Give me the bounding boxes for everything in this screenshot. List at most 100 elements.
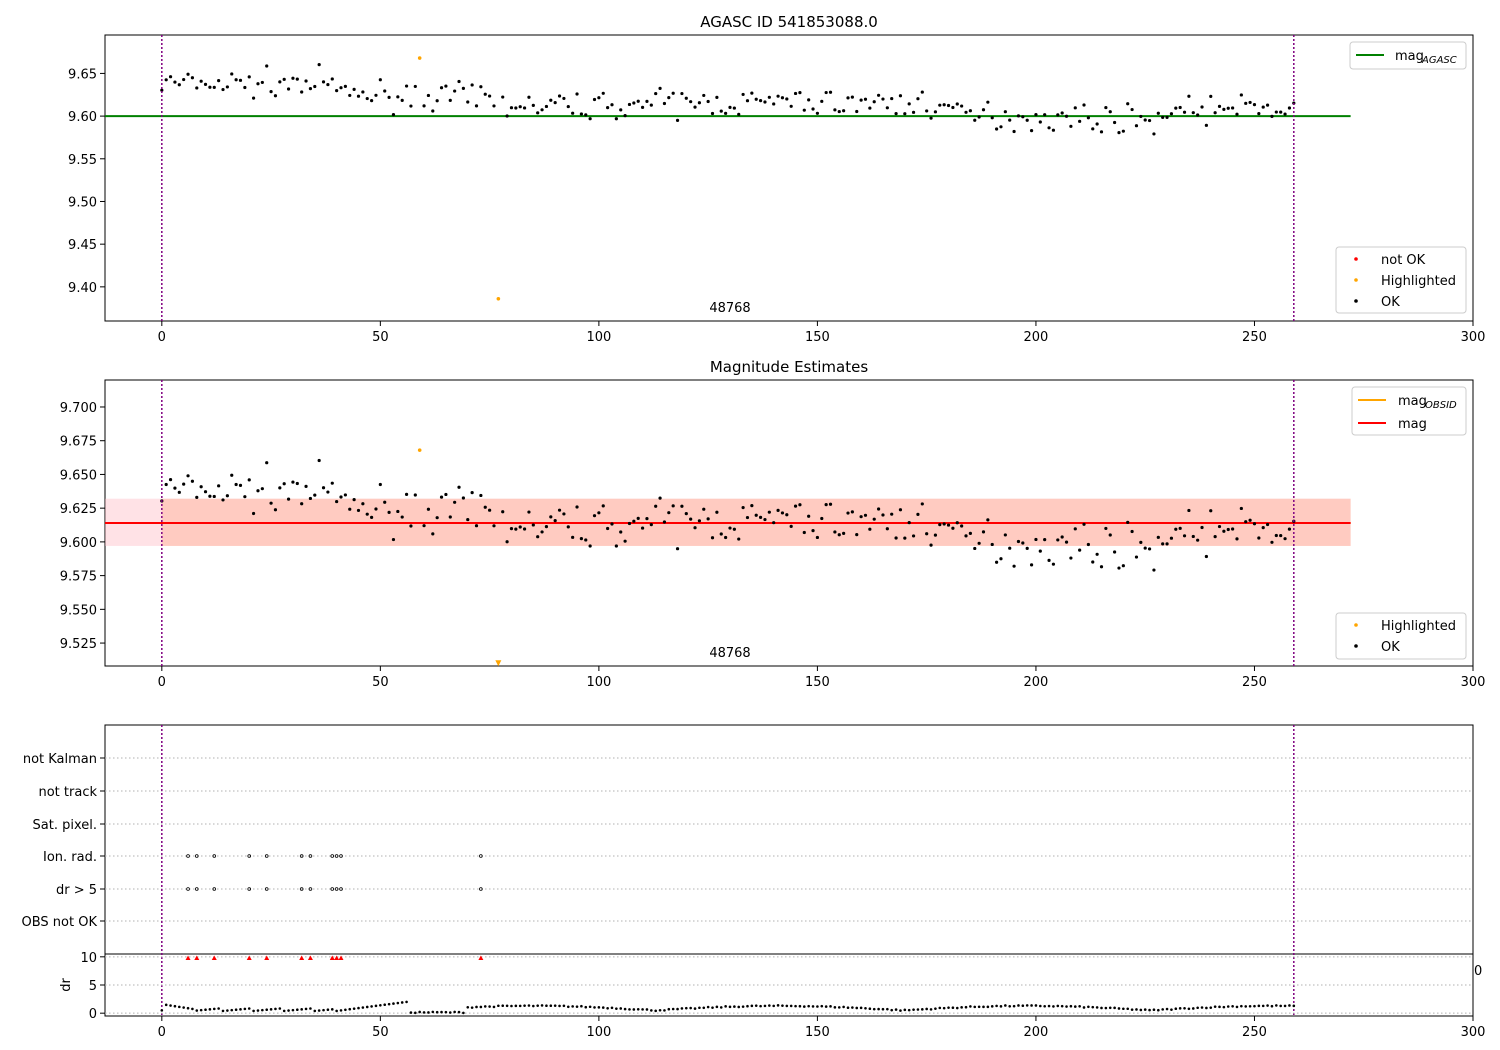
ok-point — [195, 495, 199, 499]
ok-point — [658, 496, 662, 500]
dr-point — [754, 1004, 758, 1007]
dr-point — [689, 1006, 692, 1010]
dr-point — [483, 1005, 487, 1008]
dr-point — [733, 1005, 736, 1008]
ok-point — [396, 95, 400, 99]
ok-point — [243, 85, 247, 90]
flag-point — [479, 887, 483, 891]
ok-point — [1134, 555, 1139, 559]
dr-point — [859, 1006, 863, 1010]
ok-point — [1108, 110, 1112, 114]
ok-point — [929, 116, 933, 120]
ok-point — [518, 525, 522, 529]
dr-point — [776, 1004, 780, 1007]
ok-point — [662, 101, 667, 106]
ok-point — [1287, 106, 1292, 110]
flag-point — [334, 887, 339, 891]
dr-ytick-label: 0 — [89, 1007, 97, 1022]
dr-point — [191, 1007, 194, 1011]
panel1-ytick-label: 9.60 — [68, 110, 97, 125]
ok-point — [1200, 105, 1204, 109]
panel2-ytick-label: 9.625 — [60, 502, 97, 517]
panel2-xtick-label: 150 — [805, 675, 830, 690]
dr-point — [532, 1004, 535, 1008]
dr-point — [645, 1008, 649, 1011]
panel1-xtick-label: 300 — [1461, 330, 1486, 345]
ok-point — [1244, 101, 1248, 105]
ok-point — [549, 515, 553, 519]
ok-point — [1104, 105, 1108, 110]
ok-point — [400, 98, 404, 102]
dr-point — [239, 1008, 242, 1011]
ok-point — [872, 517, 876, 521]
dr-point — [475, 1005, 478, 1009]
ok-point — [920, 502, 924, 506]
ok-point — [868, 106, 872, 110]
ok-point — [1252, 103, 1257, 107]
ok-point — [1235, 112, 1239, 116]
ok-point — [1165, 542, 1169, 546]
ok-point — [640, 105, 645, 109]
dr-point — [890, 1008, 894, 1012]
ok-point — [842, 531, 846, 535]
dr-point — [824, 1005, 828, 1008]
ok-point — [391, 537, 396, 542]
dr-point — [641, 1008, 644, 1011]
ok-point — [540, 108, 544, 112]
ok-point — [772, 521, 776, 525]
dr-point — [173, 1004, 177, 1008]
ok-point — [933, 110, 938, 114]
ok-point — [780, 511, 785, 515]
ok-point — [474, 524, 479, 528]
ok-point — [938, 103, 942, 107]
ok-point — [894, 112, 898, 116]
ok-point — [391, 113, 396, 117]
ok-point — [789, 524, 793, 528]
flag-point — [308, 887, 313, 891]
ok-point — [1217, 524, 1222, 529]
panel2-ytick-label: 9.575 — [60, 570, 97, 585]
ok-point — [286, 87, 291, 91]
ok-point — [981, 530, 986, 534]
ok-point — [557, 94, 562, 98]
ok-point — [785, 513, 789, 517]
ok-point — [518, 105, 522, 109]
dr-point — [558, 1004, 561, 1008]
dr-point — [623, 1007, 627, 1011]
ok-point — [488, 508, 492, 512]
dr-point — [855, 1006, 859, 1010]
ok-point — [986, 100, 990, 104]
ok-point — [820, 516, 824, 521]
ok-point — [1248, 518, 1252, 522]
dr-point — [706, 1005, 710, 1009]
panel1-legend-line-subscript: AGASC — [1421, 55, 1457, 66]
dr-point — [1240, 1004, 1243, 1008]
dr-point — [588, 1005, 592, 1009]
ok-point — [492, 104, 496, 108]
dr-point — [973, 1005, 977, 1009]
panel2-ytick-label: 9.700 — [60, 401, 97, 416]
ok-point — [1226, 527, 1230, 532]
ok-point — [1034, 112, 1038, 117]
ok-point — [313, 84, 317, 89]
dr-point — [1117, 1007, 1121, 1010]
ok-point — [409, 524, 413, 528]
dr-point — [453, 1010, 456, 1014]
dr-point — [628, 1008, 631, 1011]
ok-point — [1025, 546, 1029, 550]
ok-point — [649, 103, 653, 107]
ok-point — [304, 79, 308, 83]
ok-point — [544, 104, 549, 109]
ok-point — [1025, 118, 1029, 122]
ok-point — [1029, 129, 1034, 133]
ok-point — [505, 540, 509, 544]
dr-point — [964, 1005, 968, 1009]
dr-point — [169, 1004, 172, 1007]
ok-point — [514, 106, 518, 110]
ok-point — [527, 510, 531, 514]
ok-point — [938, 523, 942, 527]
ok-point — [1222, 107, 1226, 111]
ok-point — [960, 524, 964, 528]
dr-point — [711, 1006, 714, 1009]
ok-point — [1143, 118, 1147, 122]
